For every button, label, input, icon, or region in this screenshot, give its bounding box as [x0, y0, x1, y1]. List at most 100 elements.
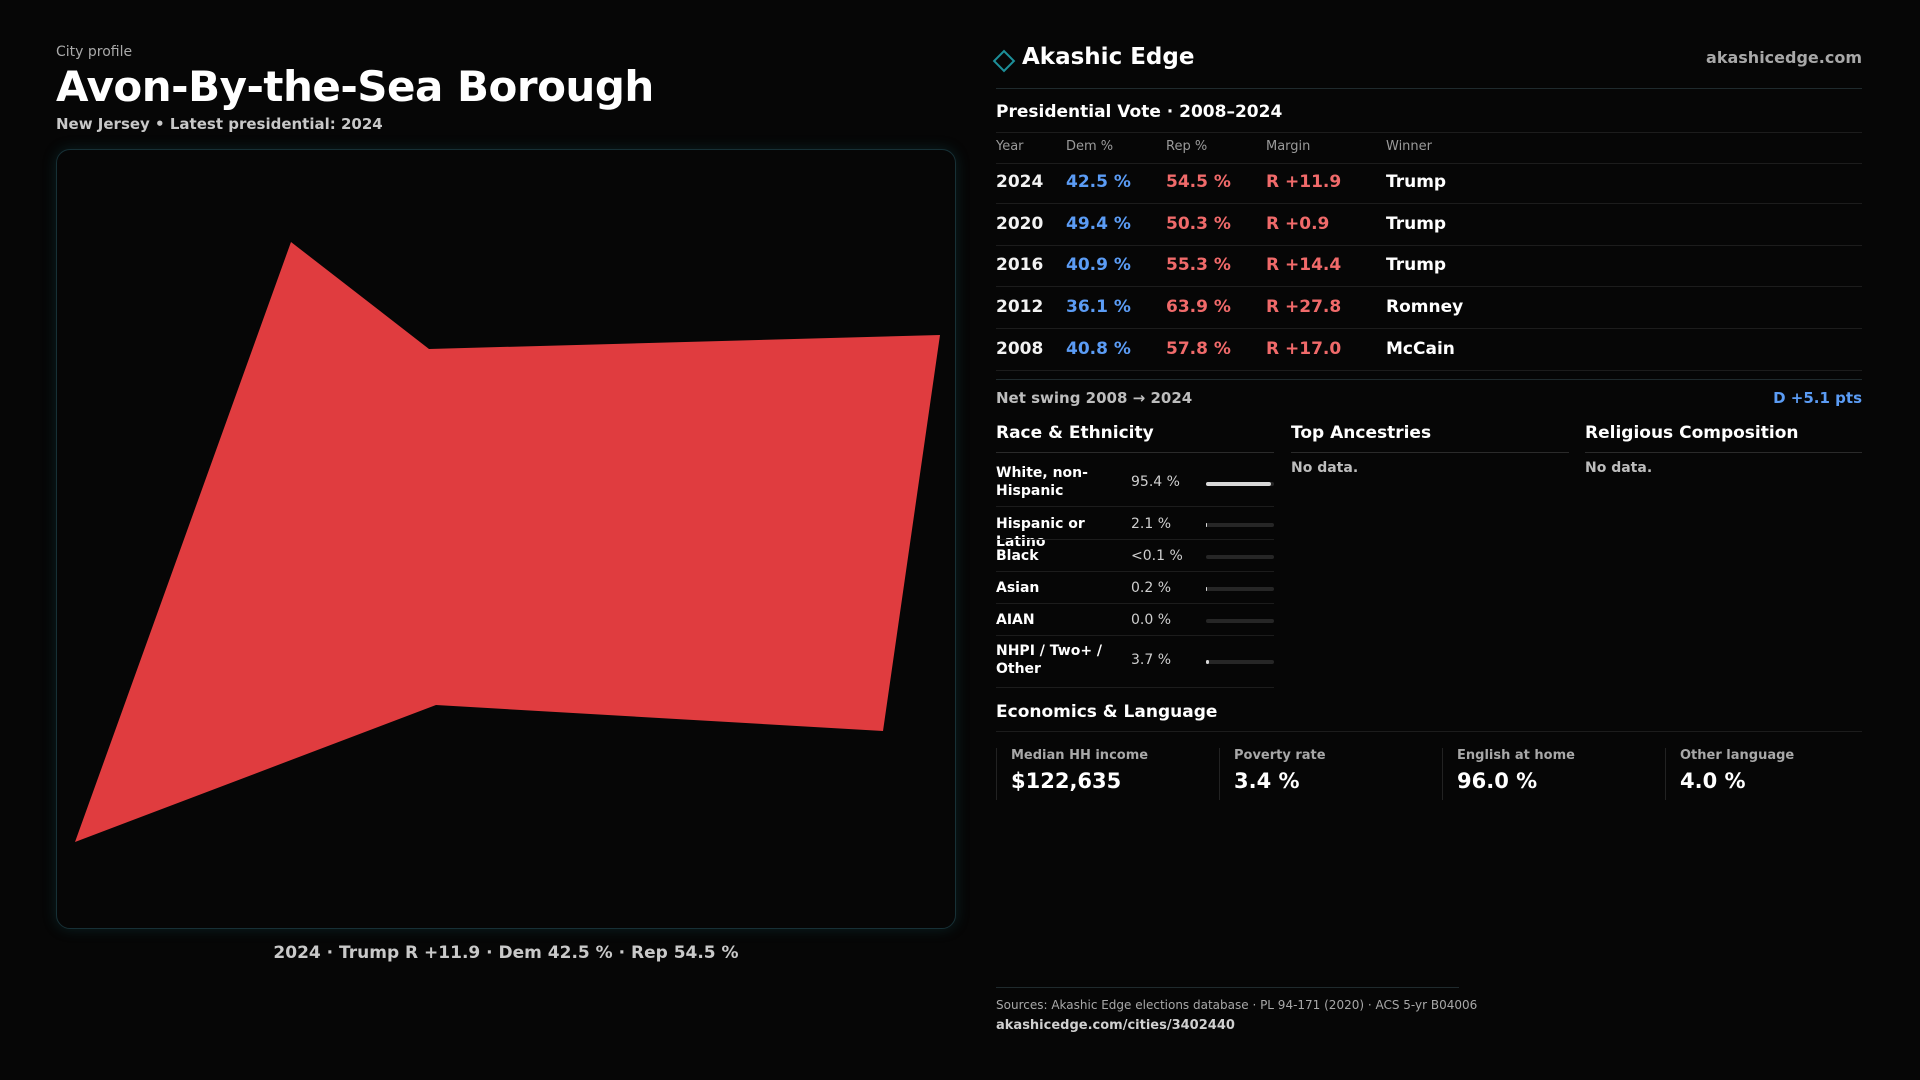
race-bar: [1206, 587, 1274, 591]
race-bar: [1206, 619, 1274, 623]
row-dem: 40.8 %: [1066, 339, 1131, 359]
stat-label: English at home: [1457, 748, 1575, 763]
race-value: 95.4 %: [1131, 474, 1180, 490]
race-label: Black: [996, 548, 1039, 564]
divider: [996, 379, 1862, 380]
religion-empty: No data.: [1585, 460, 1653, 476]
row-margin: R +17.0: [1266, 339, 1342, 359]
divider: [996, 539, 1274, 540]
row-winner: Trump: [1386, 214, 1447, 234]
row-year: 2024: [996, 172, 1044, 192]
ancestries-title: Top Ancestries: [1291, 423, 1432, 443]
divider: [1585, 452, 1862, 453]
divider: [996, 452, 1274, 453]
race-label: White, non-Hispanic: [996, 465, 1088, 499]
stat-median-income: Median HH income $122,635: [996, 748, 1211, 800]
stat-poverty-rate: Poverty rate 3.4 %: [1219, 748, 1434, 800]
ancestries-empty: No data.: [1291, 460, 1359, 476]
stat-value: 4.0 %: [1680, 769, 1746, 793]
divider: [996, 506, 1274, 507]
stat-label: Poverty rate: [1234, 748, 1326, 763]
row-dem: 40.9 %: [1066, 255, 1131, 275]
row-rep: 63.9 %: [1166, 297, 1231, 317]
footer-divider: [996, 987, 1459, 988]
race-bar: [1206, 555, 1274, 559]
race-bar-fill: [1206, 482, 1271, 486]
page-subtitle: New Jersey • Latest presidential: 2024: [56, 115, 383, 133]
race-label: Asian: [996, 580, 1040, 596]
swing-label: Net swing 2008 → 2024: [996, 389, 1193, 407]
map-caption: 2024 · Trump R +11.9 · Dem 42.5 % · Rep …: [273, 943, 739, 963]
stat-english-at-home: English at home 96.0 %: [1442, 748, 1657, 800]
row-rep: 50.3 %: [1166, 214, 1231, 234]
race-bar-fill: [1206, 587, 1208, 591]
stat-other-language: Other language 4.0 %: [1665, 748, 1860, 800]
divider: [996, 687, 1274, 688]
row-year: 2012: [996, 297, 1044, 317]
divider: [996, 328, 1862, 329]
race-bar-fill: [1206, 660, 1209, 664]
row-winner: McCain: [1386, 339, 1455, 359]
row-margin: R +11.9: [1266, 172, 1342, 192]
col-rep: Rep %: [1166, 139, 1208, 154]
row-year: 2020: [996, 214, 1044, 234]
city-boundary-shape: [75, 242, 940, 842]
divider: [996, 203, 1862, 204]
stat-value: $122,635: [1011, 769, 1122, 793]
race-bar-fill: [1206, 523, 1208, 527]
col-dem: Dem %: [1066, 139, 1114, 154]
row-margin: R +27.8: [1266, 297, 1342, 317]
race-label: Hispanic or Latino: [996, 516, 1085, 550]
diamond-icon: [992, 49, 1016, 73]
divider: [996, 603, 1274, 604]
row-winner: Trump: [1386, 172, 1447, 192]
divider: [996, 132, 1862, 133]
stat-value: 3.4 %: [1234, 769, 1300, 793]
col-margin: Margin: [1266, 139, 1311, 154]
col-winner: Winner: [1386, 139, 1433, 154]
stat-label: Other language: [1680, 748, 1795, 763]
eyebrow: City profile: [56, 44, 133, 60]
row-rep: 55.3 %: [1166, 255, 1231, 275]
row-margin: R +14.4: [1266, 255, 1342, 275]
divider: [996, 731, 1862, 732]
stat-label: Median HH income: [1011, 748, 1149, 763]
race-label: AIAN: [996, 612, 1035, 628]
map-card[interactable]: [56, 149, 956, 929]
divider: [996, 163, 1862, 164]
presidential-title: Presidential Vote · 2008–2024: [996, 102, 1283, 122]
race-bar: [1206, 523, 1274, 527]
race-value: <0.1 %: [1131, 548, 1183, 564]
brand-url[interactable]: akashicedge.com: [1706, 48, 1862, 67]
swing-value: D +5.1 pts: [1773, 389, 1862, 407]
race-value: 2.1 %: [1131, 516, 1172, 532]
race-bar: [1206, 482, 1274, 486]
page-title: Avon-By-the-Sea Borough: [56, 62, 654, 111]
col-year: Year: [996, 139, 1024, 154]
race-title: Race & Ethnicity: [996, 423, 1154, 443]
race-value: 0.2 %: [1131, 580, 1172, 596]
divider: [1291, 452, 1569, 453]
race-bar: [1206, 660, 1274, 664]
row-dem: 49.4 %: [1066, 214, 1131, 234]
row-dem: 36.1 %: [1066, 297, 1131, 317]
city-boundary-map: [75, 242, 940, 842]
row-winner: Romney: [1386, 297, 1464, 317]
race-value: 3.7 %: [1131, 652, 1172, 668]
divider: [996, 571, 1274, 572]
economics-title: Economics & Language: [996, 702, 1218, 722]
religion-title: Religious Composition: [1585, 423, 1799, 443]
row-rep: 57.8 %: [1166, 339, 1231, 359]
row-margin: R +0.9: [1266, 214, 1330, 234]
row-rep: 54.5 %: [1166, 172, 1231, 192]
brand-name: Akashic Edge: [1022, 44, 1195, 70]
sources-text: Sources: Akashic Edge elections database…: [996, 998, 1478, 1012]
divider: [996, 635, 1274, 636]
row-dem: 42.5 %: [1066, 172, 1131, 192]
divider: [996, 286, 1862, 287]
race-value: 0.0 %: [1131, 612, 1172, 628]
sources-link[interactable]: akashicedge.com/cities/3402440: [996, 1018, 1235, 1033]
row-year: 2016: [996, 255, 1044, 275]
divider: [996, 245, 1862, 246]
row-year: 2008: [996, 339, 1044, 359]
